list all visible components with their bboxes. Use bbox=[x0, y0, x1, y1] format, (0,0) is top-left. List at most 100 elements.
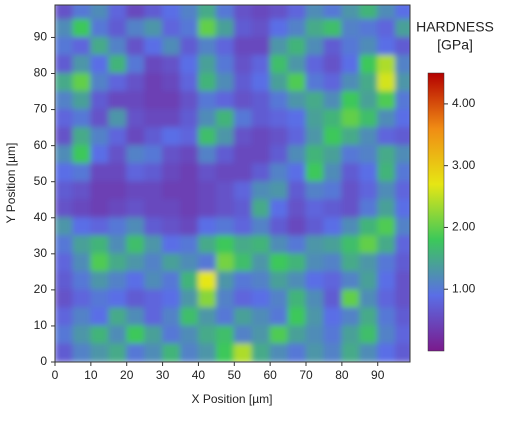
heat-cell bbox=[90, 127, 110, 147]
heat-cell bbox=[180, 91, 199, 111]
heat-cell bbox=[377, 199, 397, 219]
heat-cell bbox=[323, 217, 343, 237]
heat-cell bbox=[215, 127, 235, 147]
heat-cell bbox=[72, 235, 92, 255]
heat-cell bbox=[144, 18, 164, 38]
heat-cell bbox=[180, 343, 199, 362]
heat-cell bbox=[233, 253, 253, 273]
heat-cell bbox=[377, 54, 397, 75]
heat-cell bbox=[323, 36, 343, 56]
heat-cell bbox=[269, 343, 289, 362]
heat-cell bbox=[323, 127, 343, 147]
heat-cell bbox=[359, 54, 379, 75]
heat-cell bbox=[72, 36, 92, 56]
heat-cell bbox=[341, 343, 361, 362]
heat-cell bbox=[144, 109, 164, 129]
y-tick-label: 60 bbox=[34, 138, 48, 152]
heat-cell bbox=[359, 145, 379, 165]
heat-cell bbox=[197, 163, 217, 183]
heat-cell bbox=[197, 109, 217, 129]
heat-cell bbox=[287, 109, 307, 129]
heat-cell bbox=[72, 163, 92, 183]
heat-cell bbox=[215, 289, 235, 309]
heat-cell bbox=[72, 18, 92, 38]
heat-cell bbox=[305, 54, 325, 75]
heat-cell bbox=[377, 127, 397, 147]
heat-cell bbox=[341, 145, 361, 165]
heat-cell bbox=[287, 91, 307, 111]
heat-cell bbox=[180, 253, 199, 273]
heat-cell bbox=[287, 5, 307, 20]
heat-cell bbox=[251, 73, 271, 93]
heat-cell bbox=[251, 18, 271, 38]
heat-cell bbox=[197, 91, 217, 111]
y-tick-label: 50 bbox=[34, 174, 48, 188]
heat-cell bbox=[126, 235, 146, 255]
heat-cell bbox=[377, 36, 397, 56]
heat-cell bbox=[162, 343, 182, 362]
heat-cell bbox=[323, 91, 343, 111]
heat-cell bbox=[269, 163, 289, 183]
heat-cell bbox=[323, 235, 343, 255]
heat-cell bbox=[341, 18, 361, 38]
heat-cell bbox=[215, 271, 235, 291]
x-tick-label: 10 bbox=[84, 368, 98, 382]
heat-cell bbox=[269, 199, 289, 219]
heat-cell bbox=[323, 5, 343, 20]
heat-cell bbox=[395, 18, 410, 38]
heat-cell bbox=[72, 343, 92, 362]
heat-cell bbox=[359, 325, 379, 345]
heat-cell bbox=[269, 127, 289, 147]
heat-cell bbox=[55, 54, 74, 75]
heat-cell bbox=[251, 289, 271, 309]
heat-cell bbox=[233, 73, 253, 93]
heat-cell bbox=[323, 199, 343, 219]
x-tick-label: 50 bbox=[228, 368, 242, 382]
heat-cell bbox=[305, 307, 325, 327]
heat-cell bbox=[215, 36, 235, 56]
heat-cell bbox=[108, 199, 128, 219]
colorbar bbox=[427, 72, 445, 352]
heat-cell bbox=[55, 18, 74, 38]
heat-cell bbox=[233, 91, 253, 111]
heat-cell bbox=[144, 289, 164, 309]
heat-cell bbox=[305, 145, 325, 165]
heat-cell bbox=[305, 199, 325, 219]
heat-cell bbox=[377, 289, 397, 309]
heat-cell bbox=[251, 145, 271, 165]
heat-cell bbox=[72, 199, 92, 219]
heat-cell bbox=[162, 307, 182, 327]
heat-cell bbox=[395, 163, 410, 183]
heat-cell bbox=[180, 18, 199, 38]
heat-cell bbox=[233, 54, 253, 75]
heat-cell bbox=[341, 253, 361, 273]
heat-cell bbox=[287, 199, 307, 219]
heat-cell bbox=[251, 253, 271, 273]
heat-cell bbox=[144, 163, 164, 183]
heat-cell bbox=[55, 199, 74, 219]
heat-cell bbox=[215, 145, 235, 165]
heat-cell bbox=[162, 5, 182, 20]
heat-cell bbox=[359, 18, 379, 38]
heat-cell bbox=[395, 325, 410, 345]
heat-cell bbox=[90, 91, 110, 111]
heat-cell bbox=[55, 325, 74, 345]
y-tick-label: 40 bbox=[34, 210, 48, 224]
heat-cell bbox=[197, 235, 217, 255]
heat-cell bbox=[126, 91, 146, 111]
heat-cell bbox=[377, 253, 397, 273]
heat-cell bbox=[251, 235, 271, 255]
heat-cell bbox=[305, 235, 325, 255]
heat-cell bbox=[251, 163, 271, 183]
heat-cell bbox=[144, 235, 164, 255]
heat-cell bbox=[395, 109, 410, 129]
heat-cell bbox=[377, 325, 397, 345]
heat-cell bbox=[180, 307, 199, 327]
heat-cell bbox=[144, 5, 164, 20]
heat-cell bbox=[233, 307, 253, 327]
heat-cell bbox=[197, 18, 217, 38]
heat-cell bbox=[162, 18, 182, 38]
heat-cell bbox=[90, 217, 110, 237]
y-tick-label: 30 bbox=[34, 246, 48, 260]
heat-cell bbox=[108, 18, 128, 38]
